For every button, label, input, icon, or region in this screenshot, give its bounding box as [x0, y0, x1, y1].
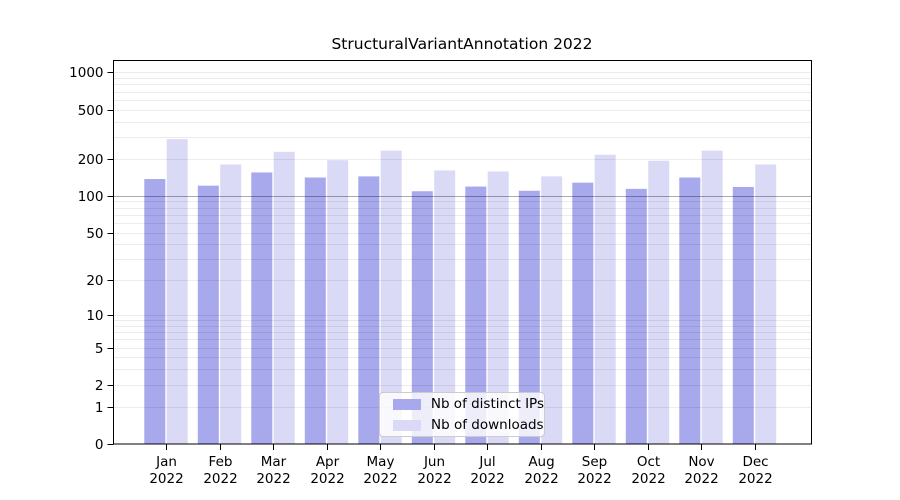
legend-swatch-distinct-ips [393, 398, 421, 410]
xtick-label-month-Jul: Jul [478, 454, 495, 470]
ytick-label-2: 2 [95, 378, 104, 394]
bar-downloads-Aug-2022 [541, 176, 563, 444]
bar-distinct-ips-Nov-2022 [679, 177, 701, 445]
bar-distinct-ips-Mar-2022 [251, 172, 273, 444]
bar-downloads-Feb-2022 [220, 164, 242, 444]
xtick-label-month-Sep: Sep [582, 454, 607, 470]
xtick-label-year-Jul: 2022 [470, 471, 504, 487]
xtick-label-year-Mar: 2022 [256, 471, 290, 487]
bar-downloads-Dec-2022 [755, 164, 777, 444]
xtick-label-month-May: May [367, 454, 395, 470]
xtick-label-year-Oct: 2022 [631, 471, 665, 487]
ytick-label-200: 200 [78, 152, 104, 168]
xtick-label-month-Jan: Jan [155, 454, 177, 470]
ytick-label-10: 10 [86, 308, 103, 324]
xtick-label-year-Sep: 2022 [577, 471, 611, 487]
bar-downloads-Mar-2022 [273, 151, 295, 444]
bar-downloads-Jul-2022 [487, 171, 509, 444]
bar-downloads-Apr-2022 [327, 160, 349, 445]
legend-item-distinct-ips: Nb of distinct IPs [393, 396, 544, 412]
xtick-label-month-Oct: Oct [637, 454, 660, 470]
ytick-label-1000: 1000 [69, 65, 103, 81]
bar-distinct-ips-Oct-2022 [625, 188, 647, 444]
bar-downloads-Nov-2022 [701, 150, 723, 445]
bar-downloads-Oct-2022 [648, 160, 670, 444]
ytick-label-0: 0 [95, 437, 104, 453]
ytick-label-20: 20 [86, 273, 103, 289]
xtick-label-year-Nov: 2022 [684, 471, 718, 487]
xtick-label-month-Nov: Nov [688, 454, 714, 470]
xtick-label-year-Apr: 2022 [310, 471, 344, 487]
xtick-label-month-Mar: Mar [261, 454, 287, 470]
legend-swatch-downloads [393, 419, 421, 431]
xtick-label-month-Feb: Feb [209, 454, 233, 470]
xtick-label-year-May: 2022 [363, 471, 397, 487]
bar-downloads-Jan-2022 [166, 139, 188, 444]
xtick-label-year-Jan: 2022 [149, 471, 183, 487]
bar-distinct-ips-Feb-2022 [197, 185, 219, 444]
ytick-label-5: 5 [95, 341, 104, 357]
legend-label-downloads: Nb of downloads [431, 417, 544, 433]
bar-downloads-Jun-2022 [434, 170, 456, 444]
axis-box [113, 60, 812, 445]
bar-distinct-ips-Jan-2022 [144, 179, 166, 445]
ytick-label-100: 100 [78, 189, 104, 205]
legend-item-downloads: Nb of downloads [393, 417, 544, 433]
xtick-label-year-Feb: 2022 [203, 471, 237, 487]
bar-distinct-ips-Jun-2022 [411, 191, 433, 444]
xtick-label-year-Jun: 2022 [417, 471, 451, 487]
chart-title: StructuralVariantAnnotation 2022 [331, 35, 593, 53]
bar-distinct-ips-Aug-2022 [518, 190, 540, 444]
bar-distinct-ips-May-2022 [358, 176, 380, 444]
bar-downloads-May-2022 [380, 150, 402, 445]
xtick-label-month-Aug: Aug [528, 454, 554, 470]
bar-distinct-ips-Jul-2022 [465, 186, 487, 445]
ytick-label-1: 1 [95, 400, 104, 416]
legend-label-distinct-ips: Nb of distinct IPs [430, 396, 544, 412]
ytick-label-50: 50 [86, 226, 103, 242]
bar-distinct-ips-Dec-2022 [732, 187, 754, 444]
xtick-label-month-Dec: Dec [742, 454, 768, 470]
xtick-label-month-Apr: Apr [316, 454, 340, 470]
bar-downloads-Sep-2022 [594, 154, 616, 445]
bar-distinct-ips-Sep-2022 [572, 182, 594, 445]
xtick-label-year-Dec: 2022 [738, 471, 772, 487]
xtick-label-month-Jun: Jun [423, 454, 445, 470]
bar-distinct-ips-Apr-2022 [304, 177, 326, 445]
ytick-label-500: 500 [78, 103, 104, 119]
xtick-label-year-Aug: 2022 [524, 471, 558, 487]
legend: Nb of distinct IPs Nb of downloads [379, 392, 545, 437]
